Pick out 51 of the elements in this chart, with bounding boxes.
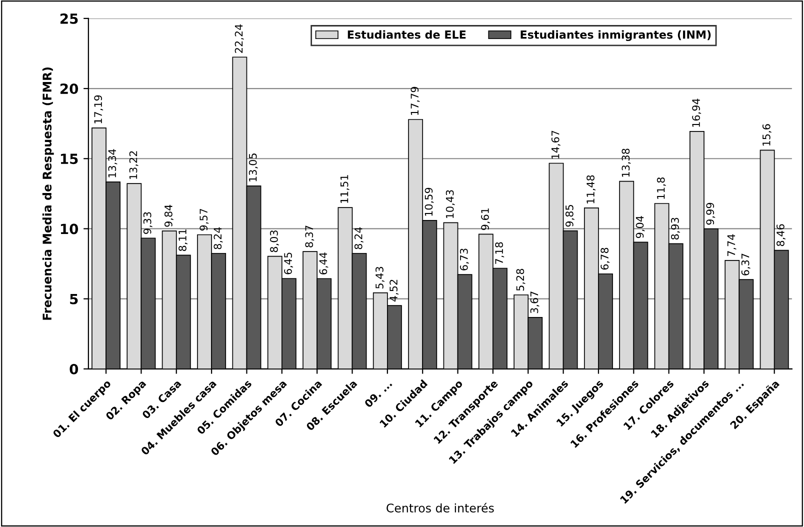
data-label: 9,57	[200, 208, 209, 231]
data-label: 8,11	[178, 229, 188, 251]
data-label: 13,38	[622, 148, 631, 177]
data-label: 9,84	[164, 204, 174, 227]
data-label: 11,48	[586, 175, 596, 204]
data-label: 11,8	[656, 178, 666, 199]
y-axis-title: Frecuencia Media de Respuesta (FMR)	[42, 67, 54, 320]
data-label: 9,85	[565, 205, 574, 227]
data-label: 8,24	[354, 227, 364, 250]
y-tick-label: 10	[60, 224, 78, 234]
data-label: 9,61	[481, 208, 490, 230]
data-label: 8,24	[214, 227, 223, 250]
y-tick-label: 0	[70, 364, 78, 374]
data-label: 8,93	[671, 218, 680, 240]
data-label: 13,34	[108, 149, 118, 178]
y-tick-label: 15	[60, 154, 78, 164]
y-tick-label: 20	[60, 84, 78, 94]
data-label: 7,74	[727, 234, 736, 256]
data-label: 13,05	[248, 154, 258, 182]
data-label: 6,73	[460, 248, 469, 270]
data-label: 8,46	[776, 224, 786, 246]
x-axis-title: Centros de interés	[386, 502, 494, 513]
data-label: 6,45	[284, 252, 294, 274]
data-label: 15,6	[762, 124, 772, 146]
data-label: 17,19	[94, 95, 104, 124]
data-label: 10,59	[424, 188, 434, 216]
data-label: 22,24	[234, 24, 244, 53]
data-label: 7,18	[495, 242, 504, 264]
data-label: 9,04	[636, 216, 645, 238]
data-label: 6,37	[741, 254, 750, 276]
data-label: 13,22	[129, 151, 138, 179]
data-label: 14,67	[551, 130, 560, 159]
y-tick-label: 25	[60, 13, 78, 24]
data-label: 11,51	[340, 175, 350, 203]
data-label: 6,44	[319, 252, 328, 274]
legend-label: Estudiantes inmigrantes (INM)	[520, 30, 711, 42]
data-label: 3,67	[530, 292, 540, 314]
y-tick-label: 5	[70, 294, 78, 304]
data-label: 8,37	[305, 226, 314, 248]
data-label: 4,52	[390, 280, 399, 302]
x-tick-label: 09. ...	[364, 380, 392, 408]
data-label: 17,79	[410, 86, 420, 115]
data-label: 16,94	[692, 98, 702, 127]
data-label: 9,33	[143, 212, 152, 234]
data-label: 5,43	[376, 266, 384, 288]
data-label: 5,28	[516, 268, 526, 291]
data-label: 6,78	[600, 248, 610, 270]
data-label: 8,03	[270, 230, 279, 252]
data-label: 10,43	[446, 190, 455, 218]
data-label: 9,99	[706, 202, 716, 225]
legend-label: Estudiantes de ELE	[348, 30, 466, 39]
